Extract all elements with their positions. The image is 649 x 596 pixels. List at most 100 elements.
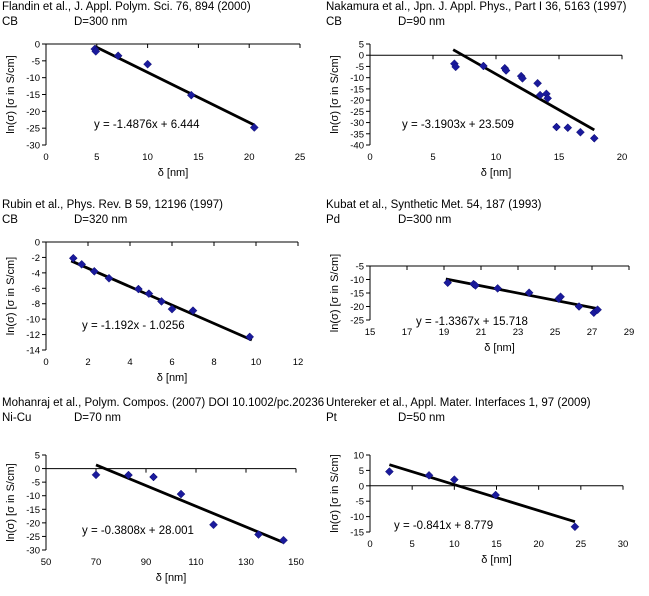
y-axis-label: ln(σ) [σ in S/cm] [5, 463, 17, 541]
data-point-marker [449, 475, 459, 484]
trendline [94, 45, 255, 127]
data-point-marker [443, 278, 453, 288]
chart-title: Kubat et al., Synthetic Met. 54, 187 (19… [326, 199, 542, 211]
y-tick-label: -15 [350, 289, 364, 300]
diameter-label: D=320 nm [74, 214, 128, 226]
data-point-marker [279, 535, 288, 545]
y-tick-label: -10 [26, 491, 40, 502]
x-tick-label: 23 [513, 327, 524, 338]
data-point-marker [570, 522, 580, 532]
chart-subtitle: Pd D=300 nm [326, 214, 451, 226]
y-tick-label: -20 [350, 96, 364, 107]
x-tick-label: 25 [295, 152, 306, 163]
material-label: CB [2, 214, 18, 226]
material-label: CB [326, 16, 342, 28]
x-tick-label: 20 [244, 152, 255, 163]
x-tick-label: 0 [367, 152, 372, 163]
x-tick-label: 12 [293, 357, 304, 368]
scatter-plot: 50-5-10-15-20-25-30-35-400 5 10 15 20δ [nm]l… [329, 40, 627, 180]
data-point-marker [144, 289, 154, 299]
y-tick-label: 0 [359, 51, 364, 62]
data-point-marker [424, 470, 434, 480]
y-tick-label: -4 [32, 268, 40, 279]
y-tick-label: -25 [26, 124, 40, 135]
y-tick-label: -5 [32, 478, 40, 489]
chart-title: Nakamura et al., Jpn. J. Appl. Phys., Pa… [326, 1, 627, 13]
data-point-marker [104, 273, 114, 283]
trendline [445, 277, 600, 311]
data-point-marker [593, 305, 602, 315]
data-point-marker [186, 90, 196, 100]
data-point-marker [134, 284, 143, 294]
data-point-marker [552, 122, 561, 132]
x-tick-label: 10 [142, 152, 153, 163]
chart-subtitle: Ni-Cu D=70 nm [2, 412, 121, 424]
y-tick-label: -25 [350, 107, 364, 118]
x-axis-label: δ [nm] [484, 342, 515, 354]
data-point-marker [254, 530, 263, 539]
x-tick-label: 10 [449, 539, 460, 550]
fit-equation: y = -0.841x + 8.779 [394, 520, 493, 532]
x-tick-label: 25 [550, 327, 561, 338]
data-point-marker [563, 123, 573, 133]
x-tick-label: 10 [251, 357, 262, 368]
x-tick-label: 29 [624, 327, 635, 338]
data-point-marker [533, 78, 542, 88]
x-tick-label: 130 [238, 557, 254, 568]
y-axis-label: ln(σ) [σ in S/cm] [5, 257, 17, 335]
y-tick-label: -5 [356, 262, 364, 273]
fit-equation: y = -0.3808x + 28.001 [82, 525, 194, 537]
data-point-marker [556, 292, 565, 302]
x-tick-label: 27 [587, 327, 598, 338]
y-tick-label: -25 [350, 316, 364, 327]
y-tick-label: -25 [26, 532, 40, 543]
y-tick-label: -5 [356, 497, 364, 508]
y-tick-label: -15 [26, 505, 40, 516]
x-tick-label: 15 [193, 152, 204, 163]
material-label: Pd [326, 214, 341, 226]
data-point-marker [543, 93, 553, 103]
diameter-label: D=70 nm [74, 412, 121, 424]
y-tick-label: 10 [353, 451, 364, 462]
x-tick-label: 30 [618, 539, 629, 550]
chart-subtitle: CB D=90 nm [326, 16, 445, 28]
y-tick-label: -5 [32, 56, 40, 67]
data-point-marker [209, 520, 218, 530]
diameter-label: D=90 nm [398, 16, 445, 28]
x-tick-label: 21 [476, 327, 487, 338]
x-tick-label: 0 [43, 152, 48, 163]
fit-equation: y = -1.4876x + 6.444 [94, 119, 200, 131]
y-axis-label: ln(σ) [σ in S/cm] [329, 454, 341, 532]
y-tick-label: 0 [35, 464, 40, 475]
x-tick-label: 19 [439, 327, 450, 338]
x-tick-label: 8 [211, 357, 216, 368]
x-axis-label: δ [nm] [481, 167, 512, 179]
y-tick-label: -35 [350, 129, 364, 140]
x-tick-label: 4 [127, 357, 132, 368]
y-tick-label: -6 [32, 284, 40, 295]
x-axis-label: δ [nm] [157, 372, 188, 384]
material-label: Ni-Cu [2, 412, 32, 424]
y-tick-label: -40 [350, 141, 364, 152]
data-point-marker [451, 62, 461, 72]
data-point-marker [77, 260, 87, 269]
chart-title: Untereker et al., Appl. Mater. Interface… [326, 397, 591, 409]
fit-equation: y = -3.1903x + 23.509 [402, 119, 514, 131]
scatter-plot: 0-2-4-6-8-10-12-140 2 4 6 8 10 12δ [nm]ln(σ) [… [5, 238, 304, 385]
diameter-label: D=300 nm [398, 214, 452, 226]
x-axis-label: δ [nm] [481, 554, 512, 566]
chart-subtitle: Pt D=50 nm [326, 412, 445, 424]
chart-panel-nakamura: Nakamura et al., Jpn. J. Appl. Phys., Pa… [324, 0, 648, 198]
y-axis-label: ln(σ) [σ in S/cm] [329, 55, 341, 133]
y-tick-label: 0 [359, 481, 364, 492]
data-point-marker [149, 472, 158, 482]
y-tick-label: -15 [26, 90, 40, 101]
data-point-marker [471, 281, 480, 290]
y-tick-label: -12 [26, 330, 40, 341]
x-tick-label: 6 [169, 357, 174, 368]
y-tick-label: -20 [350, 302, 364, 313]
fit-equation: y = -1.3367x + 15.718 [416, 316, 528, 328]
data-point-marker [385, 467, 394, 476]
